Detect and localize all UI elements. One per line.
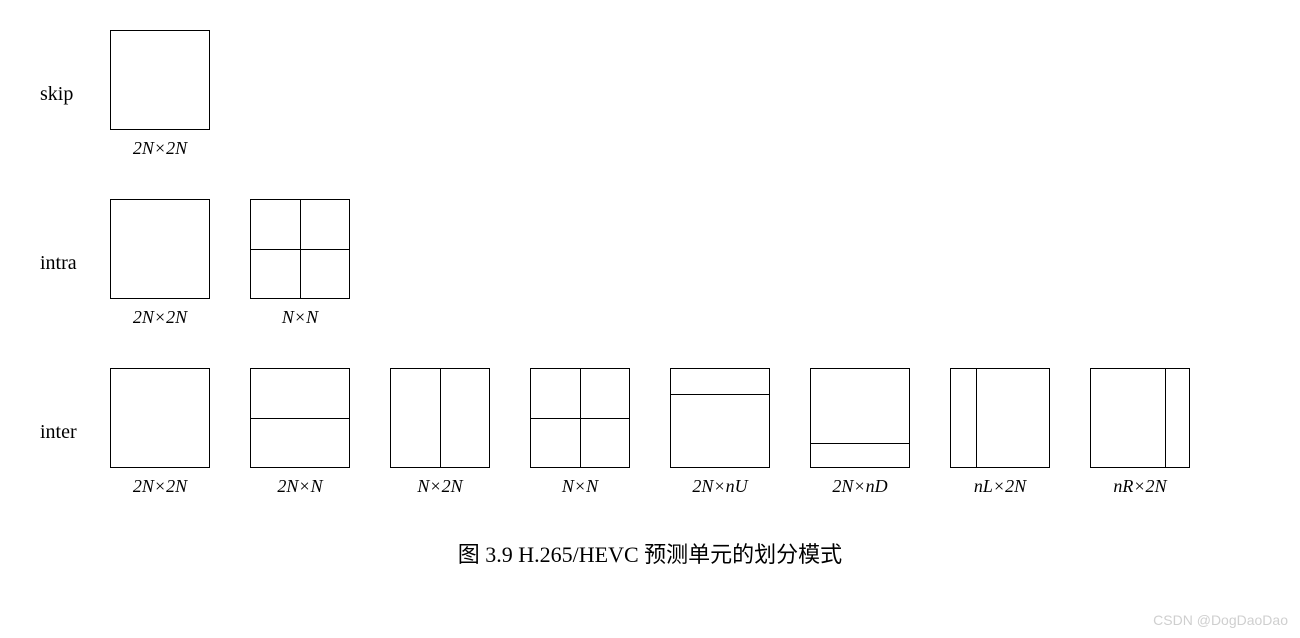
row-label-inter: inter (40, 421, 110, 444)
h-divider (811, 443, 909, 444)
partition-skip-2Nx2N: 2N×2N (110, 30, 210, 159)
partition-intra-NxN: N×N (250, 199, 350, 328)
v-divider (440, 369, 441, 467)
box-skip-2Nx2N (110, 30, 210, 130)
row-label-intra: intra (40, 252, 110, 275)
box-intra-2Nx2N (110, 199, 210, 299)
box-inter-nRx2N (1090, 368, 1190, 468)
label-inter-2NxN: 2N×N (277, 476, 322, 497)
partition-inter-Nx2N: N×2N (390, 368, 490, 497)
partition-inter-NxN: N×N (530, 368, 630, 497)
partition-inter-2NxN: 2N×N (250, 368, 350, 497)
box-inter-2NxnD (810, 368, 910, 468)
partition-inter-nLx2N: nL×2N (950, 368, 1050, 497)
partition-inter-2Nx2N: 2N×2N (110, 368, 210, 497)
label-intra-2Nx2N: 2N×2N (133, 307, 187, 328)
v-divider (1165, 369, 1166, 467)
box-inter-2NxN (250, 368, 350, 468)
label-inter-Nx2N: N×2N (417, 476, 462, 497)
row-skip: skip 2N×2N (40, 30, 1260, 159)
partitions-intra: 2N×2N N×N (110, 199, 350, 328)
v-divider (300, 200, 301, 298)
label-inter-2NxnD: 2N×nD (832, 476, 887, 497)
v-divider (976, 369, 977, 467)
h-divider (251, 418, 349, 419)
box-inter-2Nx2N (110, 368, 210, 468)
row-intra: intra 2N×2N N×N (40, 199, 1260, 328)
partition-inter-2NxnD: 2N×nD (810, 368, 910, 497)
label-inter-2Nx2N: 2N×2N (133, 476, 187, 497)
row-inter: inter 2N×2N 2N×N N×2N N×N 2N×nU 2N×nD nL×2N nR×2… (40, 368, 1260, 497)
partition-inter-2NxnU: 2N×nU (670, 368, 770, 497)
box-inter-nLx2N (950, 368, 1050, 468)
box-inter-NxN (530, 368, 630, 468)
row-label-skip: skip (40, 83, 110, 106)
box-intra-NxN (250, 199, 350, 299)
partition-inter-nRx2N: nR×2N (1090, 368, 1190, 497)
partitions-inter: 2N×2N 2N×N N×2N N×N 2N×nU 2N×nD nL×2N nR×2N (110, 368, 1190, 497)
label-intra-NxN: N×N (282, 307, 318, 328)
label-inter-nLx2N: nL×2N (974, 476, 1026, 497)
pu-partition-diagram: skip 2N×2N intra 2N×2N N×N inter 2N×2N 2N×N N×2N… (40, 30, 1260, 497)
label-skip-2Nx2N: 2N×2N (133, 138, 187, 159)
box-inter-Nx2N (390, 368, 490, 468)
label-inter-NxN: N×N (562, 476, 598, 497)
partition-intra-2Nx2N: 2N×2N (110, 199, 210, 328)
partitions-skip: 2N×2N (110, 30, 210, 159)
figure-caption: 图 3.9 H.265/HEVC 预测单元的划分模式 (40, 537, 1260, 569)
watermark: CSDN @DogDaoDao (1153, 612, 1288, 628)
label-inter-2NxnU: 2N×nU (692, 476, 747, 497)
label-inter-nRx2N: nR×2N (1113, 476, 1166, 497)
box-inter-2NxnU (670, 368, 770, 468)
v-divider (580, 369, 581, 467)
h-divider (671, 394, 769, 395)
